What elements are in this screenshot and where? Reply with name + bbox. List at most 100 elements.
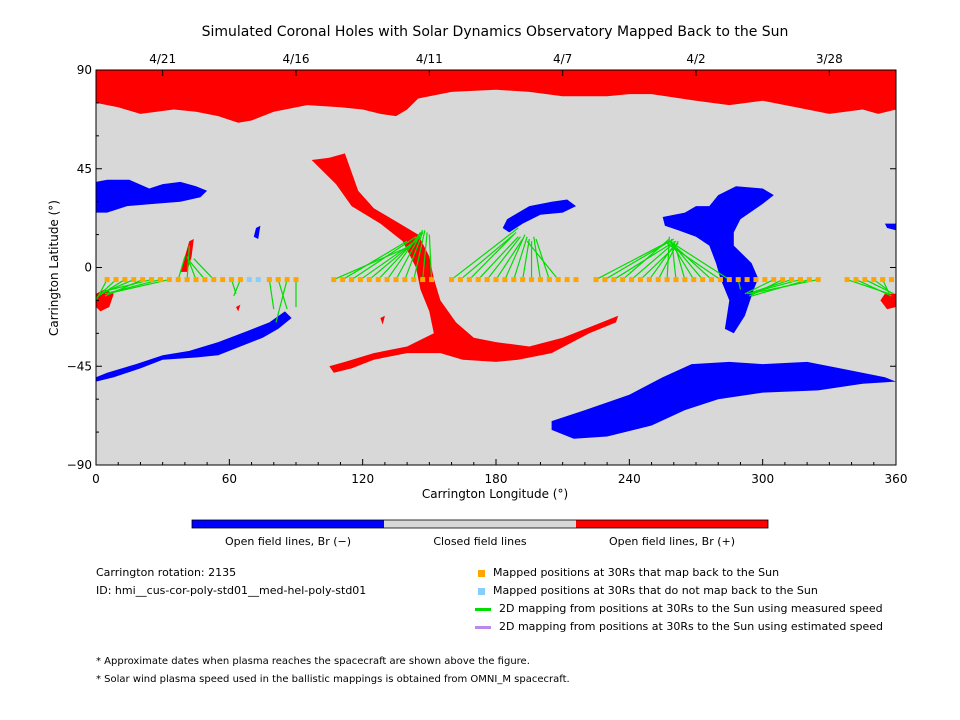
marker-map-back [520,277,526,283]
marker-map-back [375,277,381,283]
coronal-hole-south-lower-hole [551,361,896,439]
legend-label: 2D mapping from positions at 30Rs to the… [499,602,883,615]
axes: 0 60 120 180 240 300 360 90 45 0 −45 −90 4/21 4/16 4/1… [67,52,908,486]
x-tick-label: 0 [92,472,100,486]
marker-map-back [457,277,463,283]
x-tick-label: 360 [885,472,908,486]
mapping-line-measured [342,240,408,281]
mapping-line-measured [640,242,679,281]
marker-map-back [202,277,208,283]
marker-map-back [475,277,481,283]
mapping-line-measured [669,240,730,281]
marker-map-back [682,277,688,283]
legend-label: Mapped positions at 30Rs that map back t… [493,566,780,579]
marker-map-back [193,277,199,283]
colorbar: Open field lines, Br (−) Closed field lin… [191,519,769,548]
coronal-hole-central-positive-arm [311,153,619,373]
mapping-line-measured [100,279,135,295]
marker-map-back [593,277,599,283]
marker-map-back [871,277,877,283]
marker-map-back [853,277,859,283]
marker-map-back [284,277,290,283]
marker-map-back [744,277,750,283]
marker-map-back [449,277,455,283]
marker-map-back [220,277,226,283]
mapping-line-measured [422,232,428,280]
marker-map-back [340,277,346,283]
marker-map-back [393,277,399,283]
coronal-hole-tiny-positive-dot [236,304,241,312]
coronal-hole-north-left-hole [96,179,208,213]
mapping-line-measured [477,236,519,280]
mapping-line-measured [386,232,421,280]
marker-map-back [797,277,803,283]
marker-map-back [384,277,390,283]
marker-map-back [493,277,499,283]
x-tick-label: 240 [618,472,641,486]
marker-map-back [753,277,759,283]
mapping-line-measured [486,236,521,280]
marker-map-back [573,277,579,283]
date-tick-label: 4/11 [416,52,443,66]
marker-map-back [511,277,517,283]
mapping-line-measured [193,258,215,280]
mapping-line-measured [188,260,206,280]
marker-map-back [122,277,128,283]
marker-map-back [131,277,137,283]
marker-map-back [411,277,417,283]
marker-map-back [602,277,608,283]
y-tick-label: −90 [67,458,92,472]
mapping-line-measured [495,238,524,280]
coronal-hole-small-positive-bit-left [180,239,194,272]
marker-map-back [366,277,372,283]
marker-map-back [700,277,706,283]
coronal-hole-north-mid-hole [502,199,576,233]
legend-swatch-map-back [478,569,485,577]
marker-map-back [629,277,635,283]
mapping-line-measured [670,238,677,280]
mapping-line-measured [333,245,412,281]
mapping-line-measured [233,279,242,297]
x-tick-label: 120 [351,472,374,486]
date-tick-label: 4/7 [553,52,572,66]
mapping-line-measured [864,279,895,295]
marker-map-back [735,277,741,283]
marker-map-back [717,277,723,283]
marker-map-back [620,277,626,283]
marker-map-back [104,277,110,283]
mapping-line-measured [351,236,417,281]
mapping-line-measured [395,229,424,280]
marker-map-back [655,277,661,283]
marker-map-back [140,277,146,283]
legend-label: Mapped positions at 30Rs that do not map… [493,584,818,597]
colorbar-segment [192,520,384,528]
mapping-line-measured [744,279,775,295]
marker-map-back [806,277,812,283]
mapping-line-measured [186,245,190,280]
marker-map-back [673,277,679,283]
mapping-line-measured [186,256,197,280]
mapping-line-measured [622,238,670,281]
mapping-line-measured [595,240,670,281]
mapping-line-measured [428,234,433,280]
marker-map-back [611,277,617,283]
colorbar-label: Closed field lines [433,535,527,548]
chart-title: Simulated Coronal Holes with Solar Dynam… [202,24,789,40]
mapping-line-measured [533,236,542,280]
marker-map-back [184,277,190,283]
mapping-line-measured [404,232,424,280]
marker-map-back [157,277,163,283]
carrington-rotation-label: Carrington rotation: 2135 [96,566,237,579]
mapping-line-measured [268,279,275,310]
coronal-hole-tiny-positive-dot-2 [380,315,385,325]
marker-map-back [275,277,281,283]
mapping-line-measured [749,278,819,295]
y-tick-label: 0 [84,261,92,275]
mapping-line-measured [413,230,426,280]
marker-map-back [637,277,643,283]
date-tick-label: 4/16 [283,52,310,66]
y-axis-label: Carrington Latitude (°) [47,200,61,336]
marker-map-back [771,277,777,283]
marker-map-back [529,277,535,283]
marker-map-back [466,277,472,283]
